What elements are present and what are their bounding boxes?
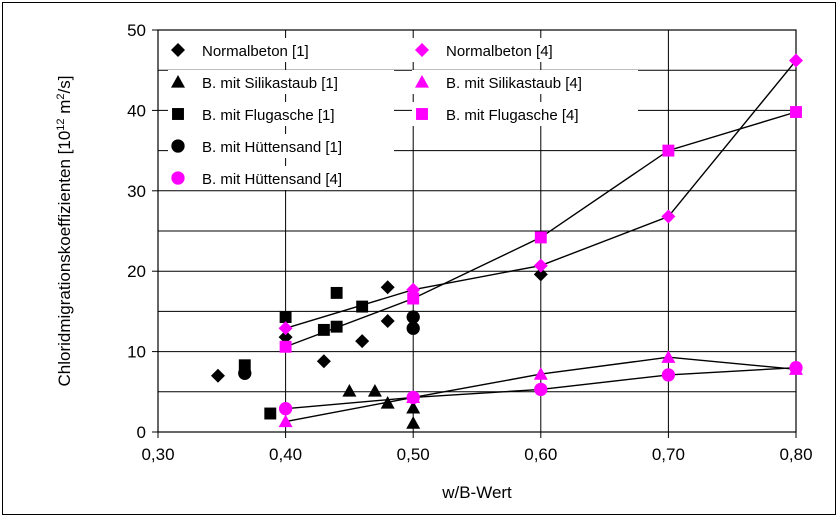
data-point-series-3 — [330, 320, 343, 333]
series-markers — [210, 53, 803, 429]
y-tick-label: 40 — [127, 101, 146, 120]
y-tick-label: 30 — [127, 182, 146, 201]
legend-label: Normalbeton [1] — [202, 43, 309, 60]
x-tick-label: 0,60 — [524, 445, 557, 464]
x-tick-label: 0,70 — [652, 445, 685, 464]
y-axis-label-superscript: 12 — [55, 118, 67, 130]
x-axis-label: w/B-Wert — [441, 483, 512, 502]
y-tick-label: 10 — [127, 343, 146, 362]
data-point-series-7 — [407, 292, 420, 305]
tick-labels: 0,30 0,40 0,50 0,60 0,70 0,80 0 10 20 30 40 50 — [127, 21, 812, 464]
y-axis-label-part: m — [55, 100, 74, 119]
data-point-series-2 — [367, 383, 382, 397]
legend-marker — [171, 43, 185, 57]
legend-label: B. mit Hüttensand [4] — [202, 171, 342, 188]
data-point-series-1 — [278, 330, 293, 345]
legend-label: B. mit Silikastaub [4] — [446, 75, 582, 92]
data-point-series-3 — [330, 286, 343, 299]
x-tick-label: 0,40 — [269, 445, 302, 464]
data-point-series-8 — [789, 361, 803, 375]
legend-entry-bg — [412, 70, 638, 94]
legend-marker — [416, 108, 428, 120]
data-point-series-1 — [210, 368, 225, 383]
legend-entry-bg — [168, 38, 394, 62]
legend-entry-bg — [412, 102, 638, 126]
data-point-series-2 — [406, 416, 421, 429]
legend-label: B. mit Silikastaub [1] — [202, 75, 338, 92]
y-axis-label-part: /s] — [55, 76, 74, 94]
data-point-series-1 — [355, 334, 370, 349]
legend-label: Normalbeton [4] — [446, 43, 553, 60]
data-point-series-4 — [406, 310, 420, 324]
legend-marker — [415, 43, 429, 57]
legend-marker — [171, 75, 185, 88]
data-point-series-3 — [238, 359, 251, 372]
legend-marker — [171, 139, 185, 153]
data-point-series-1 — [380, 280, 395, 295]
data-point-series-6 — [533, 367, 548, 380]
data-point-series-1 — [533, 267, 548, 282]
y-tick-label: 20 — [127, 262, 146, 281]
data-point-series-3 — [279, 311, 292, 323]
data-point-series-8 — [661, 368, 676, 382]
legend-label: B. mit Flugasche [1] — [202, 107, 335, 124]
data-point-series-5 — [533, 258, 548, 273]
data-point-series-2 — [342, 383, 357, 397]
data-point-series-4 — [238, 366, 252, 380]
data-point-series-8 — [406, 390, 420, 405]
data-point-series-5 — [278, 321, 293, 336]
legend-entry-bg — [168, 166, 394, 190]
y-axis-label-part: Chloridmigrationskoeffizienten [10 — [55, 131, 74, 387]
legend-label: B. mit Flugasche [4] — [446, 107, 579, 124]
data-point-series-2 — [406, 400, 421, 414]
data-point-series-4 — [406, 321, 420, 335]
legend-entry-bg — [168, 102, 394, 126]
data-point-series-7 — [534, 231, 547, 244]
data-point-series-6 — [278, 414, 293, 428]
y-tick-label: 0 — [137, 423, 146, 442]
data-point-series-5 — [789, 53, 803, 68]
legend-marker — [172, 108, 184, 120]
x-tick-label: 0,30 — [141, 445, 174, 464]
data-point-series-3 — [317, 323, 330, 336]
data-point-series-7 — [662, 144, 675, 157]
legend-entry-bg — [412, 38, 638, 62]
data-point-series-6 — [661, 350, 676, 363]
data-point-series-7 — [790, 106, 802, 118]
legend-marker — [415, 75, 429, 88]
data-point-series-2 — [380, 396, 395, 409]
legend: Normalbeton [1] B. mit Silikastaub [1] B. … — [168, 38, 638, 190]
legend-entry-bg — [168, 70, 394, 94]
data-point-series-8 — [534, 382, 548, 397]
data-point-series-1 — [316, 354, 331, 369]
x-tick-label: 0,80 — [779, 445, 812, 464]
y-axis-label: Chloridmigrationskoeffizienten [1012 m2/… — [55, 76, 74, 387]
legend-marker — [171, 171, 185, 185]
data-point-series-7 — [279, 340, 292, 353]
legend-entry-bg — [168, 134, 394, 158]
legend-label: B. mit Hüttensand [1] — [202, 139, 342, 156]
y-tick-label: 50 — [127, 21, 146, 40]
data-point-series-3 — [356, 300, 369, 313]
data-point-series-3 — [264, 407, 277, 420]
plot-area-border — [157, 29, 797, 433]
y-axis-label-superscript: 2 — [55, 93, 67, 99]
data-point-series-5 — [661, 209, 676, 224]
data-point-series-1 — [380, 314, 395, 329]
x-tick-label: 0,50 — [397, 445, 430, 464]
data-point-series-8 — [278, 402, 293, 416]
